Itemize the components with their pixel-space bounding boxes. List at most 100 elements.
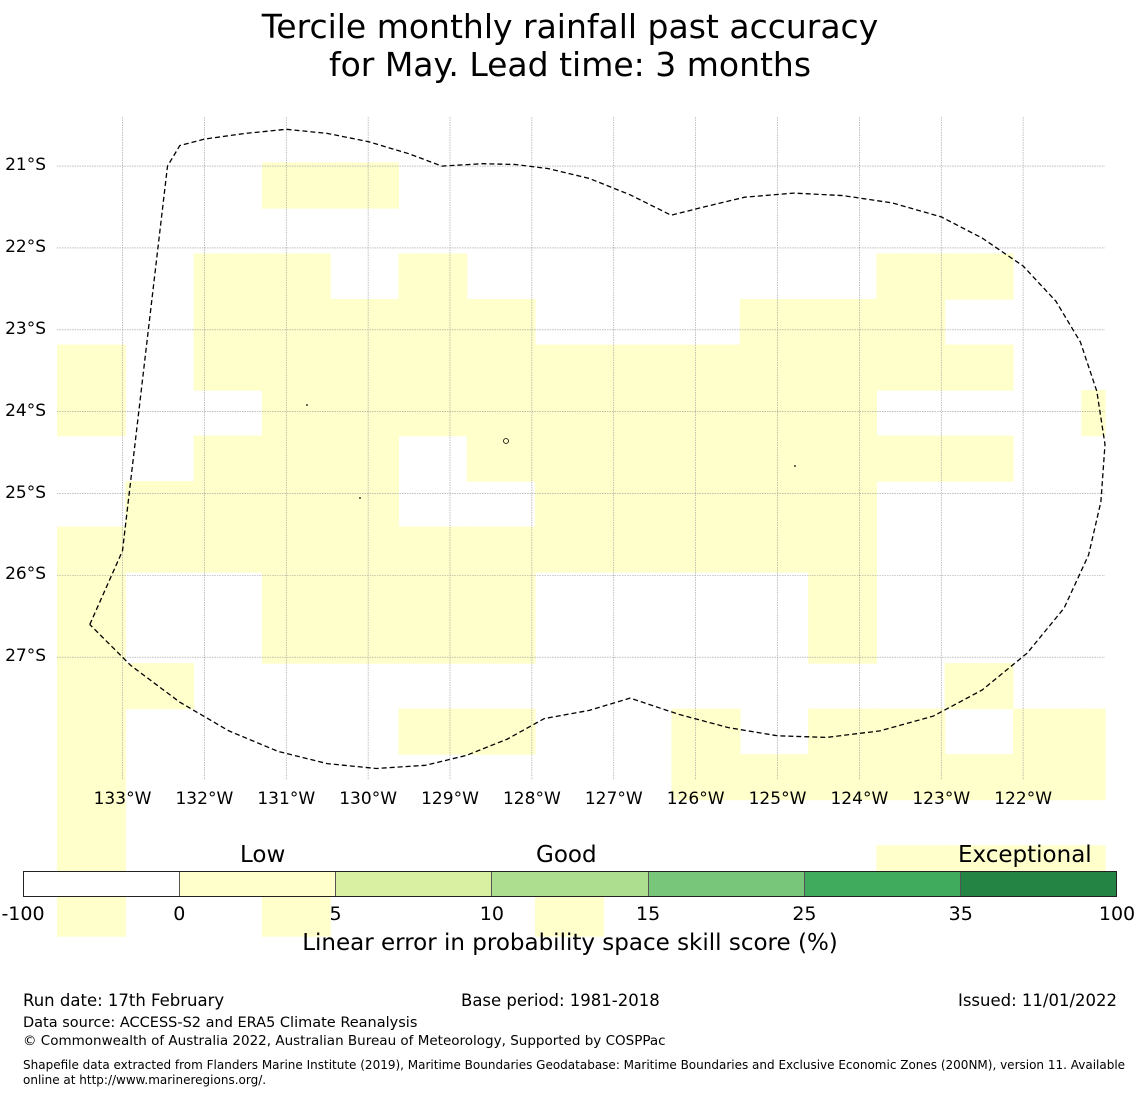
longitude-label: 132°W bbox=[175, 789, 234, 809]
grid-cell bbox=[261, 344, 331, 391]
grid-cell bbox=[398, 526, 468, 573]
grid-cell bbox=[261, 890, 331, 937]
run-date: Run date: 17th February bbox=[23, 991, 225, 1010]
grid-cell bbox=[671, 481, 741, 528]
grid-cell bbox=[193, 299, 263, 346]
grid-cell bbox=[466, 708, 536, 755]
grid-cell bbox=[1081, 754, 1106, 801]
grid-cell bbox=[466, 390, 536, 437]
latitude-label: 22°S bbox=[5, 236, 46, 257]
colorbar-segment bbox=[648, 872, 805, 896]
shapefile-credit: Shapefile data extracted from Flanders M… bbox=[23, 1058, 1126, 1087]
grid-cell bbox=[193, 253, 263, 300]
colorbar-tick-label: -100 bbox=[1, 903, 45, 925]
grid-cell bbox=[193, 526, 263, 573]
latitude-label: 21°S bbox=[5, 155, 46, 176]
grid-cell bbox=[739, 299, 809, 346]
grid-cell bbox=[944, 435, 1014, 482]
colorbar-tick-label: 10 bbox=[479, 903, 504, 925]
latitude-label: 25°S bbox=[5, 482, 46, 503]
grid-cell bbox=[193, 344, 263, 391]
island-marker bbox=[503, 438, 509, 444]
grid-cell bbox=[330, 299, 400, 346]
grid-cell bbox=[534, 390, 604, 437]
grid-cell bbox=[534, 435, 604, 482]
grid-cell bbox=[808, 481, 878, 528]
grid-cell bbox=[534, 526, 604, 573]
colorbar-segment bbox=[492, 872, 649, 896]
grid-cell bbox=[330, 481, 400, 528]
grid-cell bbox=[603, 344, 673, 391]
grid-cell bbox=[603, 481, 673, 528]
grid-cell bbox=[261, 481, 331, 528]
longitude-label: 130°W bbox=[339, 789, 398, 809]
grid-cell bbox=[739, 390, 809, 437]
grid-cell bbox=[261, 435, 331, 482]
issued-date: Issued: 11/01/2022 bbox=[957, 991, 1117, 1010]
grid-cell bbox=[1081, 390, 1106, 437]
grid-cell bbox=[398, 572, 468, 619]
colorbar-label: Linear error in probability space skill … bbox=[302, 930, 838, 956]
colorbar-segment bbox=[24, 872, 181, 896]
grid-cell bbox=[57, 344, 126, 391]
latitude-label: 24°S bbox=[5, 400, 46, 421]
grid-cell bbox=[193, 481, 263, 528]
base-period: Base period: 1981-2018 bbox=[461, 991, 660, 1010]
grid-cell bbox=[330, 526, 400, 573]
grid-cell bbox=[57, 572, 126, 619]
grid-cell bbox=[398, 253, 468, 300]
island-marker bbox=[306, 404, 308, 406]
island-marker bbox=[794, 465, 796, 467]
grid-cell bbox=[330, 435, 400, 482]
grid-cell bbox=[398, 708, 468, 755]
grid-cell bbox=[57, 754, 126, 801]
grid-cell bbox=[1012, 754, 1082, 801]
grid-cell bbox=[876, 754, 946, 801]
grid-cell bbox=[671, 435, 741, 482]
grid-cell bbox=[261, 162, 331, 209]
latitude-label: 27°S bbox=[5, 646, 46, 667]
grid-cell bbox=[808, 572, 878, 619]
colorbar-tick-label: 35 bbox=[948, 903, 973, 925]
map-gridlines bbox=[57, 117, 1105, 780]
grid-cell bbox=[944, 253, 1014, 300]
colorbar-tick-label: 100 bbox=[1098, 903, 1136, 925]
grid-cell bbox=[808, 754, 878, 801]
grid-cell bbox=[808, 344, 878, 391]
colorbar-tick-label: 15 bbox=[636, 903, 661, 925]
grid-cell bbox=[944, 663, 1014, 710]
grid-cell bbox=[534, 890, 604, 937]
grid-cell bbox=[57, 663, 126, 710]
grid-cell bbox=[671, 708, 741, 755]
longitude-label: 133°W bbox=[93, 789, 152, 809]
colorbar-tick-label: 25 bbox=[792, 903, 817, 925]
grid-cell bbox=[944, 754, 1014, 801]
grid-cell bbox=[876, 344, 946, 391]
grid-cell bbox=[330, 162, 400, 209]
longitude-label: 122°W bbox=[994, 789, 1053, 809]
legend-category-exceptional: Exceptional bbox=[958, 842, 1092, 868]
grid-cell bbox=[739, 435, 809, 482]
latitude-label: 23°S bbox=[5, 318, 46, 339]
grid-cell bbox=[261, 299, 331, 346]
grid-cell bbox=[398, 617, 468, 664]
longitude-label: 127°W bbox=[584, 789, 643, 809]
colorbar-segment bbox=[960, 872, 1116, 896]
grid-cell bbox=[261, 253, 331, 300]
legend-category-low: Low bbox=[240, 842, 286, 868]
eez-boundary bbox=[89, 128, 1106, 770]
grid-cell bbox=[330, 572, 400, 619]
grid-cell bbox=[1081, 708, 1106, 755]
grid-cell bbox=[739, 754, 809, 801]
grid-cell bbox=[534, 344, 604, 391]
grid-cell bbox=[808, 617, 878, 664]
grid-cell bbox=[261, 572, 331, 619]
longitude-label: 125°W bbox=[748, 789, 807, 809]
grid-cell bbox=[261, 390, 331, 437]
grid-cell bbox=[57, 390, 126, 437]
islands bbox=[306, 404, 796, 499]
grid-cell bbox=[398, 390, 468, 437]
grid-cell bbox=[876, 299, 946, 346]
grid-cell bbox=[739, 526, 809, 573]
